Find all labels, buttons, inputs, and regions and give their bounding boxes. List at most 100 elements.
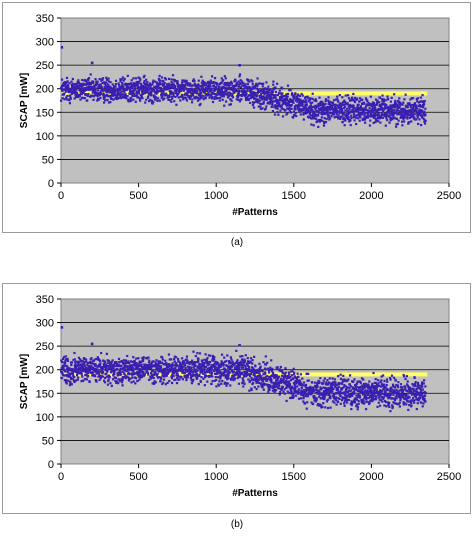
data-point: [424, 119, 427, 122]
data-point: [276, 93, 280, 97]
data-point: [64, 361, 67, 365]
data-point: [184, 97, 187, 100]
data-point: [171, 97, 174, 100]
data-point: [170, 78, 173, 81]
data-point: [294, 108, 297, 111]
data-point: [249, 373, 253, 376]
data-point: [83, 362, 86, 365]
data-point: [254, 85, 257, 89]
data-point: [197, 79, 200, 82]
data-point: [129, 89, 132, 92]
data-point: [79, 360, 83, 363]
data-point: [96, 356, 99, 359]
data-point: [279, 381, 283, 384]
data-point: [353, 388, 356, 391]
data-point: [178, 378, 181, 381]
data-point: [109, 382, 112, 385]
data-point: [106, 370, 109, 373]
data-point: [402, 396, 405, 399]
data-point: [103, 361, 106, 365]
data-point: [337, 397, 340, 400]
data-point: [138, 92, 141, 95]
data-point: [343, 99, 346, 102]
data-point: [66, 94, 69, 98]
data-point: [180, 87, 183, 90]
data-point: [142, 81, 146, 84]
data-point: [343, 103, 346, 106]
data-point: [62, 356, 66, 359]
data-point: [288, 109, 291, 112]
data-point: [293, 389, 296, 392]
data-point: [412, 117, 415, 120]
data-point: [287, 371, 290, 374]
data-point: [366, 391, 369, 395]
data-point: [236, 89, 239, 93]
data-point: [172, 372, 176, 375]
data-point: [155, 374, 159, 377]
data-point: [304, 385, 307, 388]
data-point: [129, 96, 132, 100]
data-point: [358, 106, 361, 109]
data-point: [100, 86, 104, 90]
data-point: [283, 392, 286, 395]
data-point: [124, 94, 127, 97]
data-point: [369, 95, 372, 98]
data-point: [350, 114, 353, 117]
data-point: [301, 377, 304, 380]
data-point: [125, 375, 129, 378]
data-point: [70, 383, 73, 386]
data-point: [229, 367, 232, 370]
data-point: [322, 389, 326, 393]
data-point: [357, 400, 360, 403]
data-point: [195, 96, 199, 100]
data-point: [272, 372, 275, 375]
data-point: [67, 86, 70, 89]
data-point: [216, 376, 219, 379]
data-point: [101, 78, 104, 81]
data-point: [280, 107, 284, 110]
data-point: [271, 97, 274, 100]
data-point: [252, 95, 255, 98]
data-point: [399, 112, 402, 116]
data-point: [192, 366, 195, 369]
data-point: [163, 81, 166, 85]
data-point: [66, 365, 69, 368]
data-point: [60, 78, 64, 81]
data-point: [327, 99, 330, 102]
data-point: [395, 383, 398, 387]
data-point: [270, 91, 273, 94]
data-point: [206, 357, 209, 360]
data-point: [409, 103, 412, 106]
data-point: [229, 361, 232, 364]
data-point: [415, 105, 418, 108]
data-point: [76, 378, 79, 381]
data-point: [279, 109, 282, 112]
data-point: [149, 86, 152, 89]
data-point: [235, 98, 238, 101]
data-point: [68, 384, 72, 387]
data-point: [145, 78, 148, 81]
data-point: [419, 396, 422, 400]
data-point: [96, 94, 99, 98]
data-point: [424, 400, 427, 403]
data-point: [215, 378, 218, 382]
data-point: [305, 372, 308, 375]
data-point: [367, 115, 370, 118]
data-point: [314, 113, 317, 116]
data-point: [79, 363, 82, 366]
data-point: [118, 364, 121, 368]
data-point: [140, 94, 143, 97]
data-point: [193, 361, 196, 365]
data-point: [68, 87, 71, 91]
data-point: [337, 116, 341, 120]
data-point: [155, 88, 159, 91]
data-point: [248, 86, 251, 89]
data-point: [250, 379, 253, 382]
data-point: [244, 354, 247, 357]
data-point: [137, 85, 140, 88]
y-tick-label: 300: [36, 318, 54, 330]
data-point: [140, 363, 143, 366]
data-point: [305, 101, 308, 104]
data-point: [262, 361, 265, 364]
data-point: [95, 91, 98, 95]
